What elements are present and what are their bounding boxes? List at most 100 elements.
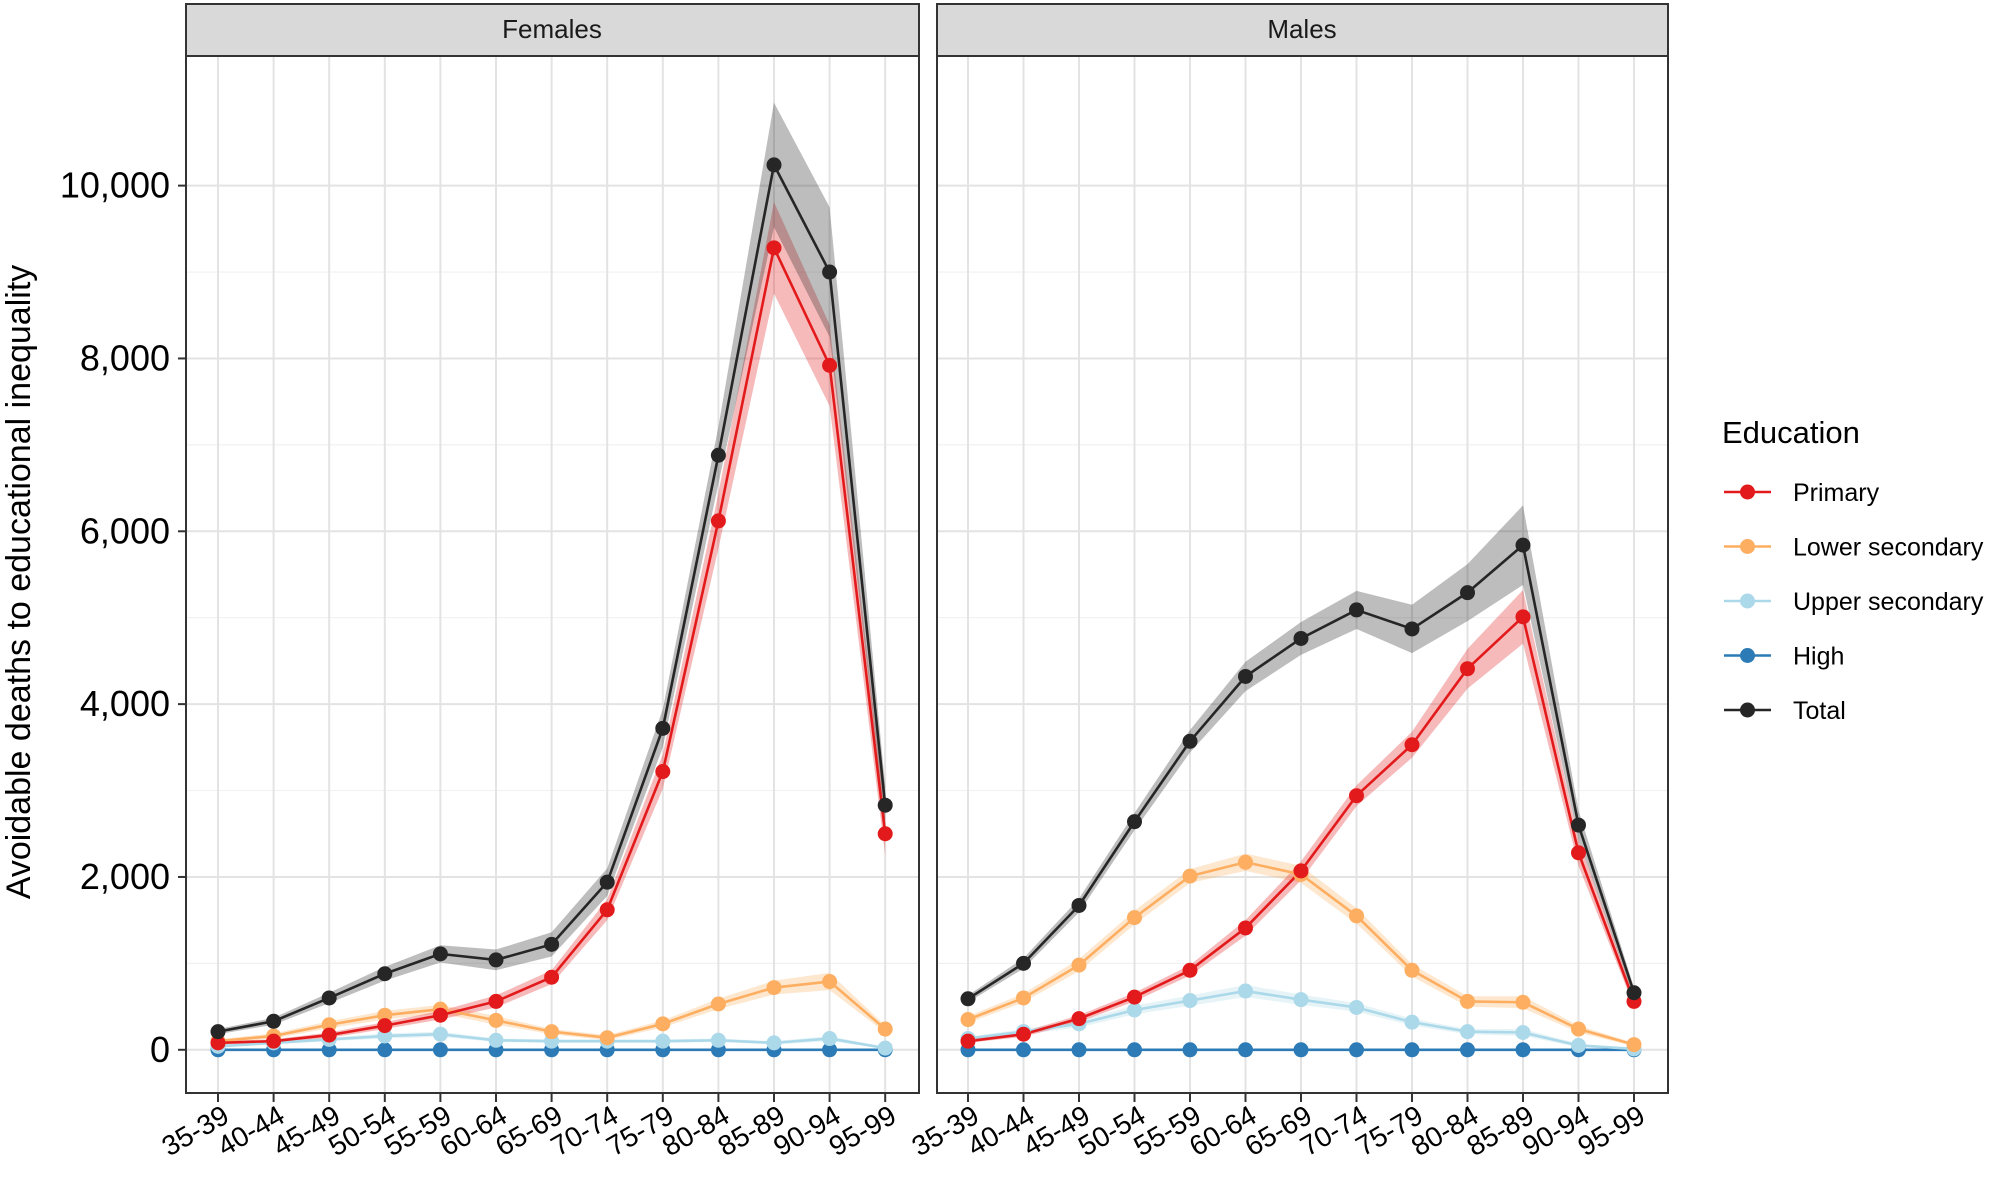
legend-entry-high: High: [1724, 643, 1844, 671]
data-point-upper-secondary: [488, 1032, 504, 1048]
legend-entry-lower-secondary: Lower secondary: [1724, 534, 1984, 562]
data-point-total: [822, 264, 838, 280]
data-point-lower-secondary: [1127, 910, 1142, 926]
data-point-primary: [1349, 788, 1364, 804]
strip-background: [185, 3, 920, 57]
data-point-high: [1460, 1042, 1475, 1058]
data-point-upper-secondary: [1293, 992, 1309, 1008]
data-point-lower-secondary: [488, 1012, 504, 1028]
data-point-primary: [1016, 1026, 1031, 1042]
data-point-total: [877, 797, 893, 813]
data-point-high: [1016, 1042, 1031, 1058]
data-point-upper-secondary: [432, 1026, 448, 1042]
data-point-total: [210, 1024, 226, 1040]
panel-males: Males 35-3940-4445-4950-5455-5960-6465-6…: [906, 3, 1669, 1162]
data-point-total: [1460, 585, 1475, 601]
data-point-primary: [1404, 737, 1420, 753]
data-point-upper-secondary: [710, 1032, 726, 1048]
data-point-lower-secondary: [1404, 962, 1420, 978]
data-point-primary: [766, 240, 782, 256]
data-point-high: [1071, 1042, 1087, 1058]
data-point-total: [544, 936, 560, 952]
legend-entry-upper-secondary: Upper secondary: [1724, 588, 1984, 616]
data-point-total: [432, 946, 448, 962]
data-point-primary: [266, 1033, 282, 1049]
data-point-upper-secondary: [377, 1028, 393, 1044]
data-point-primary: [1515, 609, 1531, 625]
data-point-lower-secondary: [655, 1016, 671, 1032]
y-tick-label: 4,000: [80, 683, 170, 724]
data-point-total: [1515, 537, 1531, 553]
panel-background: [937, 56, 1668, 1093]
data-point-upper-secondary: [1515, 1025, 1531, 1041]
data-point-upper-secondary: [1127, 1002, 1142, 1018]
data-point-total: [1349, 602, 1364, 618]
data-point-primary: [599, 902, 615, 918]
y-axis: 0 2,000 4,000 6,000 8,000 10,000: [60, 165, 186, 1070]
data-point-upper-secondary: [1404, 1014, 1420, 1030]
data-point-primary: [1182, 962, 1198, 978]
data-point-total: [960, 991, 976, 1007]
data-point-total: [766, 157, 782, 173]
data-point-primary: [710, 513, 726, 529]
data-point-lower-secondary: [599, 1030, 615, 1046]
legend-title: Education: [1722, 415, 1860, 450]
data-point-primary: [544, 969, 560, 985]
legend-key-point: [1740, 648, 1755, 663]
legend-key-point: [1740, 702, 1755, 718]
data-point-lower-secondary: [1238, 854, 1253, 870]
data-point-high: [377, 1042, 393, 1058]
data-point-high: [822, 1042, 838, 1058]
data-point-lower-secondary: [1016, 990, 1031, 1006]
data-point-high: [1238, 1042, 1253, 1058]
data-point-lower-secondary: [544, 1024, 560, 1040]
data-point-upper-secondary: [1349, 999, 1364, 1015]
data-point-high: [1404, 1042, 1420, 1058]
data-point-high: [1349, 1042, 1364, 1058]
data-point-high: [321, 1042, 337, 1058]
data-point-lower-secondary: [1571, 1021, 1586, 1037]
data-point-primary: [1127, 989, 1142, 1005]
data-point-lower-secondary: [1071, 957, 1087, 973]
data-point-primary: [960, 1033, 976, 1049]
x-axis: 35-3940-4445-4950-5455-5960-6465-6970-74…: [906, 1093, 1650, 1162]
data-point-high: [1127, 1042, 1142, 1058]
data-point-primary: [1071, 1011, 1087, 1027]
legend-key-point: [1740, 539, 1755, 554]
data-point-lower-secondary: [1515, 994, 1531, 1010]
legend-key-point: [1740, 593, 1755, 609]
data-point-primary: [210, 1035, 226, 1051]
y-tick-label: 6,000: [80, 510, 170, 551]
data-point-high: [1515, 1042, 1531, 1058]
data-point-total: [488, 952, 504, 968]
data-point-lower-secondary: [377, 1007, 393, 1023]
series-points: [960, 537, 1642, 1058]
legend: Education Primary Lower secondary Upper se…: [1722, 415, 1984, 725]
data-point-primary: [321, 1027, 337, 1043]
data-point-total: [321, 990, 337, 1006]
data-point-high: [1293, 1042, 1309, 1058]
data-point-primary: [655, 764, 671, 780]
legend-label: Lower secondary: [1793, 534, 1984, 562]
data-point-total: [1404, 621, 1420, 637]
data-point-high: [432, 1042, 448, 1058]
data-point-primary: [1571, 845, 1586, 861]
strip-title-females: Females: [502, 14, 602, 44]
legend-label: High: [1793, 643, 1844, 671]
data-point-total: [377, 966, 393, 982]
data-point-total: [710, 447, 726, 463]
strip-title-males: Males: [1267, 14, 1336, 44]
data-point-lower-secondary: [321, 1017, 337, 1033]
legend-entry-total: Total: [1724, 697, 1846, 725]
data-point-total: [1571, 817, 1586, 833]
data-point-primary: [877, 826, 893, 842]
data-point-upper-secondary: [877, 1040, 893, 1056]
y-tick-label: 10,000: [60, 165, 170, 206]
data-point-lower-secondary: [710, 996, 726, 1012]
y-tick-label: 0: [150, 1029, 170, 1070]
legend-label: Total: [1793, 697, 1846, 725]
y-tick-label: 2,000: [80, 856, 170, 897]
ci-band-total: [218, 102, 886, 1035]
